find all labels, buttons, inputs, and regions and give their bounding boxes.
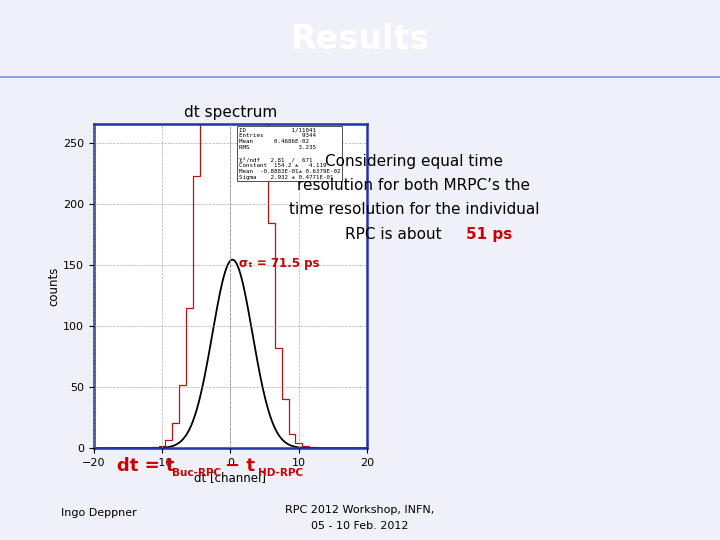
Text: ID             1/11041
Entries           9344
Mean      0.4686E-02
RMS          : ID 1/11041 Entries 9344 Mean 0.4686E-02 … (238, 127, 340, 180)
Text: time resolution for the individual: time resolution for the individual (289, 202, 539, 218)
Y-axis label: counts: counts (47, 267, 60, 306)
Text: dt = t: dt = t (117, 457, 174, 475)
Text: HD-RPC: HD-RPC (258, 469, 303, 478)
Text: − t: − t (225, 457, 255, 475)
X-axis label: dt [channel]: dt [channel] (194, 471, 266, 484)
Text: 05 - 10 Feb. 2012: 05 - 10 Feb. 2012 (311, 522, 409, 531)
Text: 51 ps: 51 ps (467, 227, 513, 242)
Title: dt spectrum: dt spectrum (184, 105, 277, 120)
Text: RPC is about: RPC is about (346, 227, 446, 242)
Text: Buc-RPC: Buc-RPC (172, 469, 222, 478)
Text: resolution for both MRPC’s the: resolution for both MRPC’s the (297, 178, 531, 193)
Text: σₜ = 71.5 ps: σₜ = 71.5 ps (238, 257, 319, 270)
Text: Ingo Deppner: Ingo Deppner (61, 508, 137, 518)
Text: Considering equal time: Considering equal time (325, 154, 503, 169)
Text: Results: Results (290, 23, 430, 56)
Text: RPC 2012 Workshop, INFN,: RPC 2012 Workshop, INFN, (285, 505, 435, 515)
